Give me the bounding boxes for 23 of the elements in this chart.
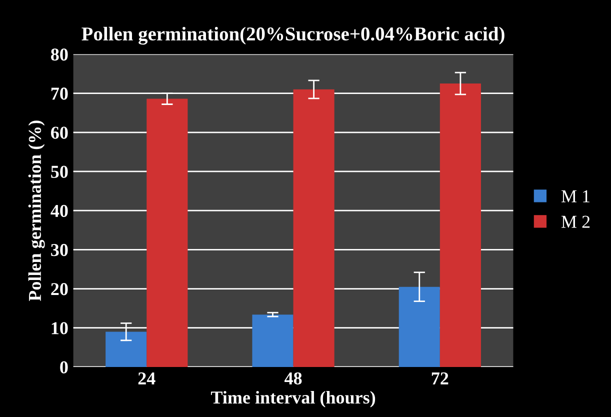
legend-label: M 1 bbox=[561, 190, 590, 202]
y-tick-label: 70 bbox=[51, 88, 68, 100]
legend-label: M 2 bbox=[561, 216, 590, 228]
bar bbox=[440, 84, 481, 367]
y-tick-label: 80 bbox=[51, 48, 68, 61]
x-tick-label: 24 bbox=[138, 372, 156, 384]
x-tick-label: 72 bbox=[432, 372, 448, 384]
y-tick-label: 60 bbox=[51, 126, 68, 139]
y-tick-label: 20 bbox=[51, 283, 68, 296]
y-tick-label: 50 bbox=[51, 166, 68, 178]
x-tick-label: 48 bbox=[284, 372, 302, 385]
y-tick-label: 40 bbox=[50, 204, 68, 218]
bar bbox=[293, 89, 334, 367]
bar bbox=[146, 98, 188, 367]
bar bbox=[398, 286, 440, 367]
x-axis-title: Time interval (hours) bbox=[210, 390, 376, 408]
y-tick-label: 0 bbox=[60, 361, 68, 374]
bar bbox=[106, 332, 147, 367]
chart-title: Pollen germination(20%Sucrose+0.04%Boric acid) bbox=[82, 26, 504, 45]
bar bbox=[252, 314, 294, 367]
y-tick-label: 30 bbox=[51, 244, 68, 256]
y-axis-title: Pollen germination (%) bbox=[28, 120, 45, 302]
y-tick-label: 10 bbox=[52, 322, 68, 334]
